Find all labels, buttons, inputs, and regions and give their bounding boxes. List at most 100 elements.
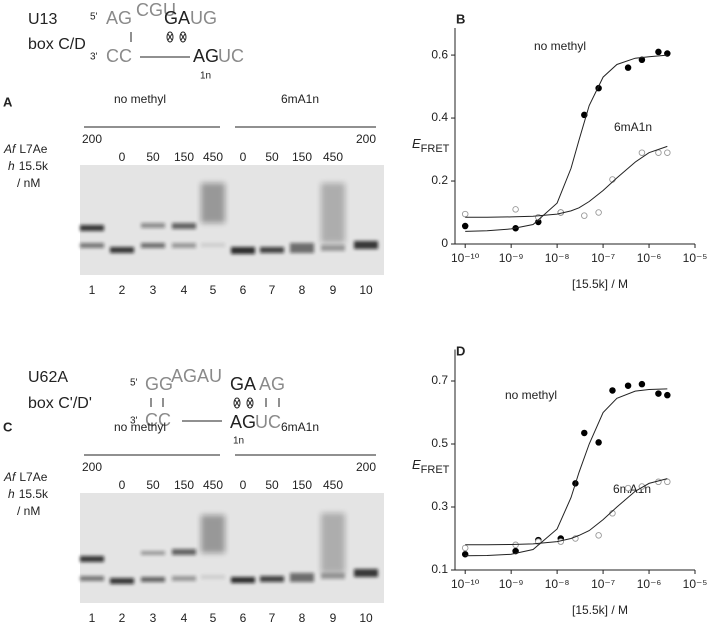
data-point	[461, 210, 469, 218]
data-point	[638, 380, 646, 388]
concentration-label: 50	[265, 478, 279, 492]
y-tick-label: 0.1	[431, 562, 448, 576]
concentration-label: 150	[174, 150, 194, 164]
gel-band	[354, 241, 378, 249]
x-tick-label: 10⁻⁸	[545, 577, 570, 591]
gel-band	[80, 225, 104, 231]
gel-band	[321, 245, 345, 251]
chart: 0 0.2 0.4 0.6 10⁻¹⁰ 10⁻⁹ 10⁻⁸ 10⁻⁷ 10⁻⁶ 10⁻⁵ [15.5…	[412, 28, 707, 291]
nucleotides: AGAU	[171, 366, 222, 386]
concentration-label: 200	[356, 132, 376, 146]
data-point	[655, 48, 662, 56]
row-label-part: / nM	[17, 504, 40, 518]
gel-band	[290, 243, 314, 253]
lane-number: 1	[89, 611, 96, 622]
data-point	[664, 478, 671, 486]
annotation: no methyl	[534, 39, 586, 53]
gel-band	[141, 243, 165, 248]
annotation: no methyl	[505, 388, 557, 402]
gel-band	[141, 223, 165, 228]
axes	[454, 28, 695, 245]
y-axis-label: EFRET	[412, 457, 450, 475]
annotation: 6mA1n	[614, 120, 652, 134]
x-tick-label: 10⁻⁷	[591, 251, 615, 265]
nucleotides: UC	[218, 46, 244, 66]
strand-end: 3'	[90, 52, 98, 63]
gel-band	[231, 577, 255, 583]
y-axis-label-part: FRET	[421, 143, 450, 155]
concentration-label: 0	[240, 150, 247, 164]
row-label: Af L7Ae	[3, 142, 48, 156]
row-label: / nM	[17, 176, 40, 190]
lane-number: 8	[299, 283, 306, 297]
x-axis-label: [15.5k] / M	[572, 603, 628, 617]
data-point	[655, 390, 662, 397]
gel-band	[201, 515, 225, 553]
gel-band	[80, 243, 104, 248]
concentration-label: 450	[323, 150, 343, 164]
fit-curve	[465, 478, 668, 546]
concentration-label: 150	[292, 150, 312, 164]
concentration-label: 0	[119, 150, 126, 164]
lane-number: 6	[240, 611, 247, 622]
gel-band	[260, 576, 284, 582]
position-label: 1n	[200, 71, 211, 82]
charts: 0 0.2 0.4 0.6 10⁻¹⁰ 10⁻⁹ 10⁻⁸ 10⁻⁷ 10⁻⁶ 10⁻⁵ [15.5…	[412, 28, 707, 617]
lane-number: 9	[330, 611, 337, 622]
nucleotides: AG	[193, 46, 219, 66]
x-tick-label: 10⁻⁷	[591, 577, 615, 591]
data-point	[664, 391, 671, 399]
position-label: 1n	[233, 436, 244, 447]
row-label-part: Af	[3, 470, 17, 484]
lane-number: 4	[181, 283, 188, 297]
gel-band	[141, 551, 165, 555]
nucleotides: UG	[190, 8, 217, 28]
row-label: / nM	[17, 504, 40, 518]
gel-band	[321, 183, 345, 243]
data-point	[655, 149, 662, 156]
concentration-label: 150	[292, 478, 312, 492]
row-label-part: Af	[3, 142, 17, 156]
group-label: 6mA1n	[281, 420, 319, 434]
lane-number: 6	[240, 283, 247, 297]
y-tick-label: 0.4	[431, 110, 448, 124]
rna-name: box C'/D'	[28, 395, 92, 412]
nucleotides: AG	[106, 8, 132, 28]
row-label: Af L7Ae	[3, 470, 48, 484]
x-tick-label: 10⁻⁸	[545, 251, 570, 265]
y-axis-label: EFRET	[412, 136, 450, 154]
nucleotides: CGU	[136, 0, 176, 20]
sheared-pair	[166, 31, 187, 43]
nucleotides: UC	[255, 412, 281, 432]
data-point	[664, 149, 671, 156]
row-label-part: h	[8, 159, 15, 173]
x-tick-label: 10⁻⁵	[683, 251, 708, 265]
gel-band	[172, 223, 196, 229]
gel-band	[141, 577, 165, 582]
y-tick-label: 0.2	[431, 173, 448, 187]
row-label-part: 15.5k	[19, 487, 49, 501]
chart: 0.1 0.3 0.5 0.7 10⁻¹⁰ 10⁻⁹ 10⁻⁸ 10⁻⁷ 10⁻⁶ 10⁻⁵ [15…	[412, 349, 707, 617]
concentration-label: 50	[265, 150, 279, 164]
rna-name: box C/D	[28, 36, 86, 53]
lane-number: 8	[299, 611, 306, 622]
strand-end: 3'	[130, 416, 138, 427]
nucleotides: GA	[164, 8, 190, 28]
y-tick-label: 0.6	[431, 47, 448, 61]
x-tick-label: 10⁻⁹	[499, 251, 524, 265]
nucleotides: GG	[145, 374, 173, 394]
data-point	[595, 209, 602, 216]
row-label: h 15.5k	[8, 159, 49, 173]
concentration-label: 450	[203, 478, 223, 492]
lane-number: 2	[119, 611, 126, 622]
nucleotides: AG	[230, 412, 256, 432]
y-axis-label-part: E	[412, 136, 421, 151]
nucleotides: AG	[259, 374, 285, 394]
panel-letter: A	[3, 94, 13, 109]
concentration-label: 200	[82, 460, 102, 474]
lane-number: 1	[89, 283, 96, 297]
nucleotides: CC	[145, 410, 171, 430]
pair	[150, 397, 280, 409]
gel-band	[201, 575, 225, 579]
